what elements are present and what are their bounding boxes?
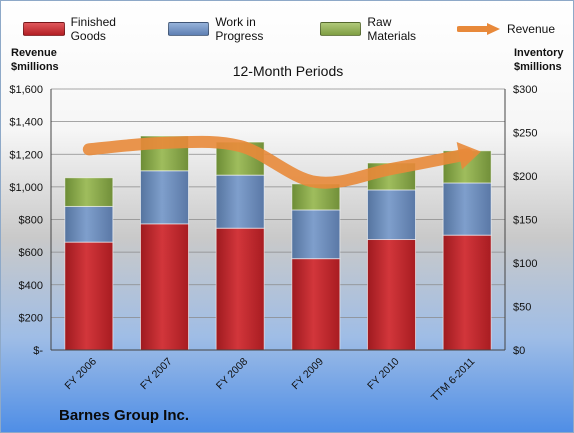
bar-finished-goods [291,258,341,351]
x-tick-label: FY 2009 [290,356,327,393]
right-tick-label: $250 [513,128,537,140]
legend-label-revenue: Revenue [506,22,556,36]
revenue-line-layer [82,135,481,189]
legend-swatch-work-in-progress [167,22,210,36]
bar-finished-goods [442,234,492,351]
left-tick-label: $600 [19,247,43,259]
legend-swatch-finished-goods [23,22,65,36]
bar-work-in-progress [291,209,341,260]
x-tick-label: FY 2006 [63,356,100,393]
left-axis-title-line-1: Revenue [11,47,57,59]
right-tick-label: $200 [513,171,537,183]
right-axis-title-line-2: $millions [514,61,562,73]
revenue-line [82,135,474,189]
bar-work-in-progress [367,189,416,241]
x-tick-label: FY 2010 [365,356,402,393]
legend-label-finished-goods: Finished Goods [70,15,116,43]
company-name: Barnes Group Inc. [59,407,190,424]
left-tick-label: $400 [19,280,43,292]
legend-swatch-raw-materials [319,22,362,36]
right-tick-label: $50 [513,302,531,314]
left-tick-label: $1,000 [9,182,43,194]
bar-finished-goods [215,227,265,351]
right-tick-label: $0 [513,345,525,357]
left-tick-label: $200 [19,312,43,324]
bar-work-in-progress [215,174,265,229]
left-tick-label: $1,600 [9,84,43,96]
legend-item-revenue: Revenue [456,15,556,43]
bar-finished-goods [140,223,189,351]
bar-finished-goods [367,239,416,351]
chart-title: 12-Month Periods [232,63,344,79]
bar-work-in-progress [64,205,114,243]
left-tick-label: $- [33,345,43,357]
gridlines [51,88,505,351]
right-axis-title: Inventory $millions [514,46,564,74]
bar-work-in-progress [140,170,189,225]
x-tick-label: TTM 6-2011 [429,356,477,404]
legend-swatch-revenue [456,23,500,35]
legend-label-work-in-progress: Work in Progress [215,15,264,43]
bar-finished-goods [64,241,114,351]
legend-label-raw-materials: Raw Materials [367,15,417,43]
bar-raw-materials [64,177,114,207]
left-axis-title: Revenue $millions [11,46,59,74]
bars [64,135,492,351]
right-tick-label: $300 [513,84,537,96]
right-tick-label: $100 [513,258,537,270]
revenue-arrowhead [456,142,481,170]
left-tick-label: $1,200 [9,149,43,161]
legend-item-raw-materials: Raw Materials [319,15,439,43]
right-tick-label: $150 [513,215,537,227]
legend-item-work-in-progress: Work in Progress [167,15,302,43]
left-axis-title-line-2: $millions [11,61,59,73]
right-axis-title-line-1: Inventory [514,47,564,59]
legend: Finished Goods Work in Progress Raw Mate… [23,15,573,43]
bar-work-in-progress [442,182,492,236]
x-tick-label: FY 2007 [138,356,175,393]
legend-item-finished-goods: Finished Goods [23,15,150,43]
left-tick-label: $1,400 [9,117,43,129]
x-tick-label: FY 2008 [214,356,251,393]
left-tick-label: $800 [19,215,43,227]
